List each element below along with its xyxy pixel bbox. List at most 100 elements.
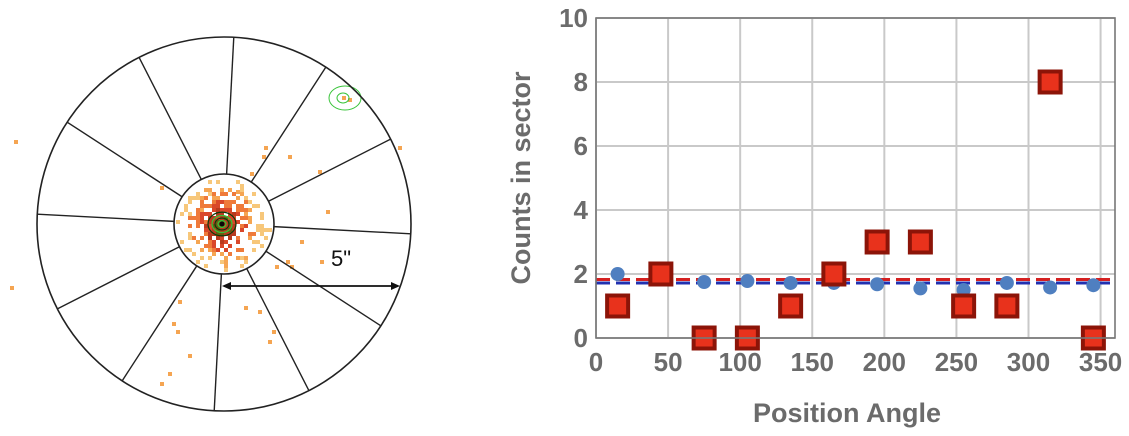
x-tick-label: 50 [654,347,683,377]
count-pixel [200,204,204,208]
count-pixel [240,256,244,260]
count-pixel [240,224,244,228]
count-pixel [220,240,224,244]
count-pixel [196,240,200,244]
count-pixel [204,264,208,268]
count-pixel [196,260,200,264]
count-pixel [240,188,244,192]
count-pixel [208,180,212,184]
count-pixel [212,228,216,232]
count-pixel [260,232,264,236]
count-pixel [196,220,200,224]
sector-boundary-line [265,250,382,327]
count-pixel [224,232,228,236]
count-pixel [212,220,216,224]
count-pixel [208,248,212,252]
count-pixel [260,228,264,232]
sector-boundary-line [250,66,327,183]
source-contours [207,85,362,237]
count-pixel [200,236,204,240]
observed-counts-point [907,229,933,255]
count-pixel [240,248,244,252]
count-pixel [216,196,220,200]
count-pixel [236,256,240,260]
observed-counts-point [821,261,847,287]
count-pixel [244,260,248,264]
count-pixel [160,186,164,190]
count-pixel [200,216,204,220]
count-pixel [216,232,220,236]
count-pixel [264,146,268,150]
count-pixel [208,256,212,260]
count-pixel [196,216,200,220]
count-pixel [208,232,212,236]
count-pixel [275,265,279,269]
count-pixel [208,192,212,196]
count-pixel [228,224,232,228]
count-pixel [228,228,232,232]
y-tick-label: 0 [574,323,588,353]
observed-counts-point [951,293,977,319]
sector-boundary-line [246,268,310,391]
expected-counts-point [1086,278,1101,293]
count-pixel [212,196,216,200]
count-pixel [188,236,192,240]
count-pixel [240,228,244,232]
count-pixel [236,180,240,184]
count-pixel [212,192,216,196]
count-pixel [216,200,220,204]
source-center [219,221,225,227]
count-pixel [188,212,192,216]
count-pixel [200,196,204,200]
count-pixel [244,200,248,204]
count-pixel [196,224,200,228]
count-pixel [224,268,228,272]
count-pixel [248,232,252,236]
count-pixel [220,236,224,240]
count-pixel [180,212,184,216]
count-pixel [256,204,260,208]
expected-counts-point [610,267,625,281]
count-pixel [216,204,220,208]
count-pixel [260,244,264,248]
count-pixel [212,204,216,208]
sector-boundary-line [66,121,183,198]
count-pixel [260,212,264,216]
count-pixel [204,212,208,216]
y-tick-labels: 0 2 4 6 8 10 [559,3,588,353]
count-pixel [240,216,244,220]
scale-bar-arrow-left [222,282,231,290]
count-pixel [228,204,232,208]
count-pixel [318,170,322,174]
count-pixel [268,228,272,232]
count-pixel [398,146,402,150]
count-pixel [212,200,216,204]
count-pixel [248,216,252,220]
count-pixel [224,256,228,260]
count-pixel [192,196,196,200]
count-pixel [326,210,330,214]
count-pixel [224,208,228,212]
count-pixel [200,212,204,216]
count-pixel [224,220,228,224]
expected-counts-point [1043,280,1058,295]
count-pixel [244,216,248,220]
count-pixel [256,240,260,244]
count-pixel [224,224,228,228]
x-tick-label: 350 [1079,347,1122,377]
count-pixel [168,372,172,376]
count-pixel [200,256,204,260]
count-pixel [228,252,232,256]
count-pixel [220,260,224,264]
count-pixel [216,236,220,240]
count-pixel [188,248,192,252]
count-pixel [288,155,292,159]
count-pixel [204,196,208,200]
count-pixel [236,208,240,212]
reference-lines [596,277,1115,285]
count-pixel [208,212,212,216]
inner-exclusion-circle [173,173,275,275]
count-pixel [258,310,262,314]
count-pixel [188,196,192,200]
observed-counts-point [778,293,804,319]
